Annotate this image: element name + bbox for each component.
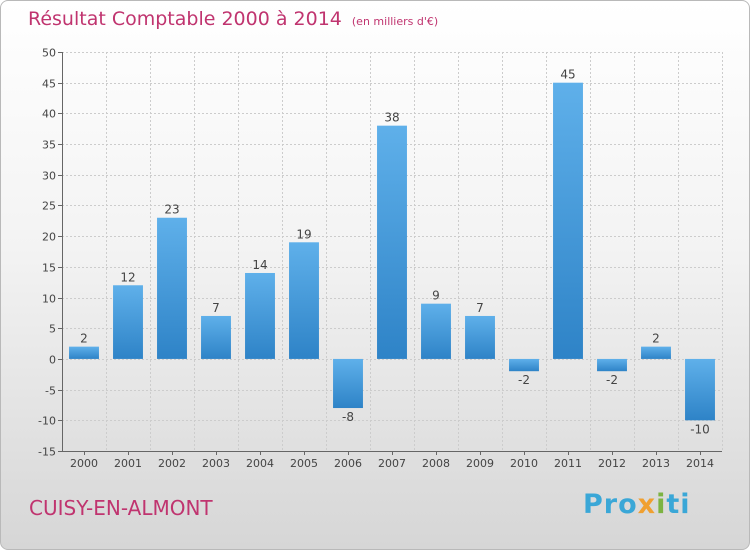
x-tick-label-2007: 2007 [378, 457, 406, 470]
y-tick-label: 20 [42, 231, 56, 244]
bar-2010[interactable] [509, 358, 539, 372]
x-tick-label-2001: 2001 [114, 457, 142, 470]
y-tick-label: 40 [42, 108, 56, 121]
chart-title: Résultat Comptable 2000 à 2014 (en millie… [28, 8, 438, 30]
y-tick-label: 50 [42, 47, 56, 60]
x-tick-label-2011: 2011 [554, 457, 582, 470]
y-tick-label: 25 [42, 200, 56, 213]
bar-2004[interactable] [245, 272, 275, 359]
chart-unit: (en milliers d'€) [351, 15, 439, 28]
value-label-2009: 7 [476, 301, 484, 315]
y-tick-label: 15 [42, 262, 56, 275]
x-tick-label-2014: 2014 [686, 457, 714, 470]
y-tick-label: -15 [38, 446, 56, 459]
bar-2006[interactable] [333, 358, 363, 409]
bar-2011[interactable] [553, 82, 583, 359]
proxiti-logo[interactable]: Proxiti [583, 489, 691, 520]
bar-2003[interactable] [201, 315, 231, 359]
logo-part-2: x [637, 489, 657, 520]
value-label-2000: 2 [80, 332, 88, 346]
value-label-2004: 14 [252, 258, 267, 272]
y-tick-label: 0 [49, 354, 56, 367]
value-label-2006: -8 [342, 410, 354, 424]
value-label-2007: 38 [384, 111, 399, 125]
x-tick-label-2013: 2013 [642, 457, 670, 470]
value-label-2008: 9 [432, 289, 440, 303]
logo-part-3: i [656, 489, 667, 520]
x-tick-label-2005: 2005 [290, 457, 318, 470]
y-tick-label: 35 [42, 139, 56, 152]
bar-2012[interactable] [597, 358, 627, 372]
value-label-2010: -2 [518, 373, 530, 387]
y-tick-label: 30 [42, 170, 56, 183]
x-tick-label-2006: 2006 [334, 457, 362, 470]
town-name: CUISY-EN-ALMONT [29, 496, 213, 520]
y-tick-label: -10 [38, 415, 56, 428]
x-tick-label-2008: 2008 [422, 457, 450, 470]
x-tick-label-2009: 2009 [466, 457, 494, 470]
y-tick-label: 45 [42, 78, 56, 91]
value-label-2014: -10 [690, 422, 710, 436]
chart-title-text: Résultat Comptable 2000 à 2014 [28, 8, 342, 30]
value-label-2013: 2 [652, 332, 660, 346]
x-tick-label-2004: 2004 [246, 457, 274, 470]
value-label-2005: 19 [296, 227, 311, 241]
value-label-2011: 45 [560, 68, 575, 82]
x-tick-label-2003: 2003 [202, 457, 230, 470]
logo-part-4: ti [666, 489, 691, 520]
value-label-2002: 23 [164, 203, 179, 217]
bar-2013[interactable] [641, 346, 671, 359]
bar-2007[interactable] [377, 125, 407, 359]
x-tick-label-2010: 2010 [510, 457, 538, 470]
bar-layer [69, 82, 715, 421]
x-tick-label-2012: 2012 [598, 457, 626, 470]
logo-part-1: Pro [583, 489, 638, 520]
x-tick-label-2002: 2002 [158, 457, 186, 470]
value-label-2001: 12 [120, 270, 135, 284]
y-tick-label: 5 [49, 323, 56, 336]
value-label-2012: -2 [606, 373, 618, 387]
bar-2008[interactable] [421, 303, 451, 359]
bar-2014[interactable] [685, 358, 715, 421]
y-tick-label: -5 [45, 385, 56, 398]
bar-2005[interactable] [289, 242, 319, 359]
axis-layer: -15 -10 -5 0 5 10 15 20 25 30 35 40 45 50 2000 2001 2002… [38, 47, 722, 470]
x-tick-label-2000: 2000 [70, 457, 98, 470]
bar-2009[interactable] [465, 315, 495, 359]
y-tick-label: 10 [42, 293, 56, 306]
value-label-2003: 7 [212, 301, 220, 315]
label-layer: 2 12 23 7 14 19 -8 38 9 7 -2 45 -2 2 -10 [80, 68, 710, 437]
bar-2001[interactable] [113, 285, 143, 359]
bar-2002[interactable] [157, 217, 187, 359]
bar-2000[interactable] [69, 346, 99, 359]
